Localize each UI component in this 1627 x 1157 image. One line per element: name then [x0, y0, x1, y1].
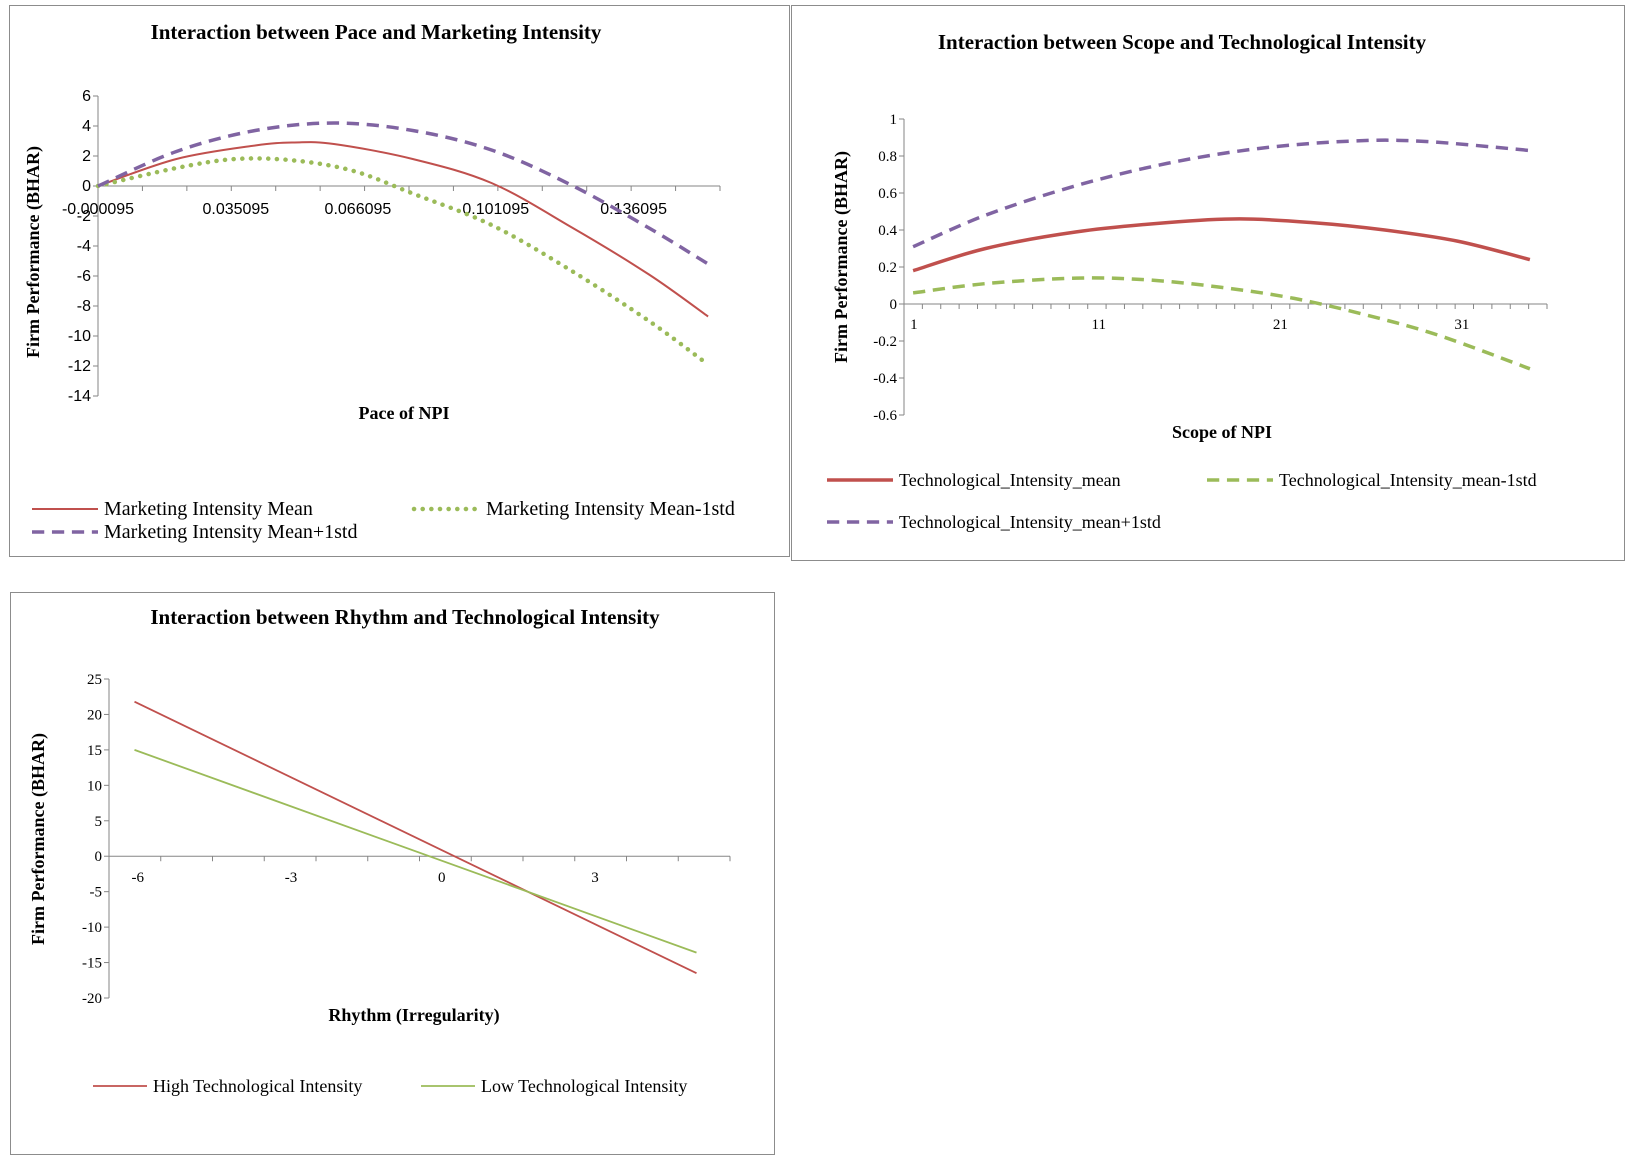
- series-line-2: [95, 156, 711, 367]
- y-tick-label: 0.2: [878, 260, 897, 276]
- x-tick-label: 0.035095: [202, 201, 269, 218]
- y-tick-label: -0.6: [873, 408, 897, 424]
- legend-label: Low Technological Intensity: [481, 1076, 687, 1096]
- x-tick-label: -3: [285, 870, 298, 886]
- y-tick-label: 0.4: [878, 223, 897, 239]
- series-line-3: [912, 138, 1531, 249]
- series-line-3: [97, 121, 710, 266]
- chart-title: Interaction between Pace and Marketing I…: [151, 20, 602, 44]
- x-tick-label: 3: [591, 870, 599, 886]
- y-tick-label: -10: [82, 920, 102, 936]
- chart-rhythm-tech: Interaction between Rhythm and Technolog…: [10, 592, 775, 1155]
- legend-item-1: Marketing Intensity Mean: [32, 498, 313, 520]
- series-line-1: [912, 217, 1531, 273]
- x-tick-label: 11: [1092, 317, 1106, 333]
- y-tick-label: 1: [890, 112, 898, 128]
- y-tick-label: 2: [82, 148, 91, 165]
- y-tick-label: 15: [87, 743, 102, 759]
- legend-item-3: Technological_Intensity_mean+1std: [827, 512, 1161, 532]
- chart-pace-marketing-svg: Interaction between Pace and Marketing I…: [23, 20, 735, 543]
- y-tick-label: 0: [95, 849, 103, 865]
- x-axis-label: Pace of NPI: [359, 403, 450, 423]
- y-tick-label: -0.4: [873, 371, 897, 387]
- series-line-2: [912, 276, 1531, 371]
- x-tick-label: -0.000095: [62, 201, 134, 218]
- x-tick-label: 0.066095: [325, 201, 392, 218]
- y-tick-label: 5: [95, 814, 103, 830]
- x-tick-label: 0.136095: [600, 201, 667, 218]
- legend-item-2: Marketing Intensity Mean-1std: [411, 498, 735, 520]
- y-tick-label: -5: [90, 885, 103, 901]
- legend-item-1: High Technological Intensity: [93, 1076, 362, 1096]
- y-tick-label: 10: [87, 778, 102, 794]
- y-tick-label: 4: [82, 118, 91, 135]
- legend-label: Marketing Intensity Mean: [104, 498, 313, 520]
- chart-scope-tech-svg: Interaction between Scope and Technologi…: [827, 30, 1548, 532]
- y-tick-label: -20: [82, 991, 102, 1007]
- y-axis-label: Firm Performance (BHAR): [23, 146, 44, 358]
- y-tick-label: -0.2: [873, 334, 897, 350]
- x-tick-label: 0.101095: [462, 201, 529, 218]
- x-axis-label: Scope of NPI: [1172, 422, 1272, 442]
- x-tick-label: 31: [1454, 317, 1469, 333]
- chart-scope-tech: Interaction between Scope and Technologi…: [791, 5, 1625, 561]
- series-line-2: [134, 749, 697, 954]
- y-tick-label: 6: [82, 88, 91, 105]
- y-tick-label: -12: [68, 358, 91, 375]
- legend-label: Technological_Intensity_mean+1std: [899, 512, 1161, 532]
- x-axis-label: Rhythm (Irregularity): [328, 1005, 499, 1026]
- series-line-1: [134, 700, 697, 975]
- chart-rhythm-tech-svg: Interaction between Rhythm and Technolog…: [28, 605, 731, 1096]
- y-axis-label: Firm Performance (BHAR): [831, 151, 852, 363]
- x-tick-label: 21: [1273, 317, 1288, 333]
- chart-pace-marketing: Interaction between Pace and Marketing I…: [9, 5, 790, 557]
- legend-label: Marketing Intensity Mean-1std: [486, 498, 735, 520]
- y-tick-label: -2: [77, 208, 91, 225]
- legend-label: High Technological Intensity: [153, 1076, 362, 1096]
- legend-item-3: Marketing Intensity Mean+1std: [32, 521, 357, 543]
- x-tick-label: 0: [438, 870, 446, 886]
- legend-label: Technological_Intensity_mean-1std: [1279, 470, 1537, 490]
- y-tick-label: 0: [890, 297, 898, 313]
- y-tick-label: 20: [87, 707, 102, 723]
- y-tick-label: 0.6: [878, 186, 897, 202]
- legend-label: Marketing Intensity Mean+1std: [104, 521, 357, 543]
- y-tick-label: -8: [77, 298, 91, 315]
- legend-item-2: Low Technological Intensity: [421, 1076, 687, 1096]
- x-tick-label: 1: [910, 317, 918, 333]
- legend-item-1: Technological_Intensity_mean: [827, 470, 1121, 490]
- y-tick-label: -10: [68, 328, 91, 345]
- chart-title: Interaction between Scope and Technologi…: [938, 30, 1427, 54]
- y-tick-label: -6: [77, 268, 91, 285]
- x-tick-label: -6: [132, 870, 145, 886]
- legend-item-2: Technological_Intensity_mean-1std: [1207, 470, 1537, 490]
- y-tick-label: 0.8: [878, 149, 897, 165]
- series-line-1: [97, 141, 709, 318]
- y-tick-label: 25: [87, 672, 102, 688]
- legend-label: Technological_Intensity_mean: [899, 470, 1121, 490]
- y-tick-label: 0: [82, 178, 91, 195]
- y-tick-label: -15: [82, 956, 102, 972]
- y-tick-label: -14: [68, 388, 91, 405]
- chart-title: Interaction between Rhythm and Technolog…: [150, 605, 660, 629]
- y-tick-label: -4: [77, 238, 91, 255]
- y-axis-label: Firm Performance (BHAR): [28, 733, 49, 945]
